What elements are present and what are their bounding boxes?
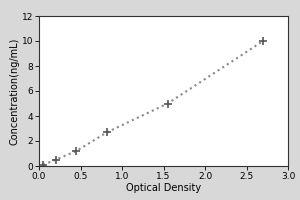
X-axis label: Optical Density: Optical Density — [126, 183, 201, 193]
Y-axis label: Concentration(ng/mL): Concentration(ng/mL) — [9, 37, 19, 145]
